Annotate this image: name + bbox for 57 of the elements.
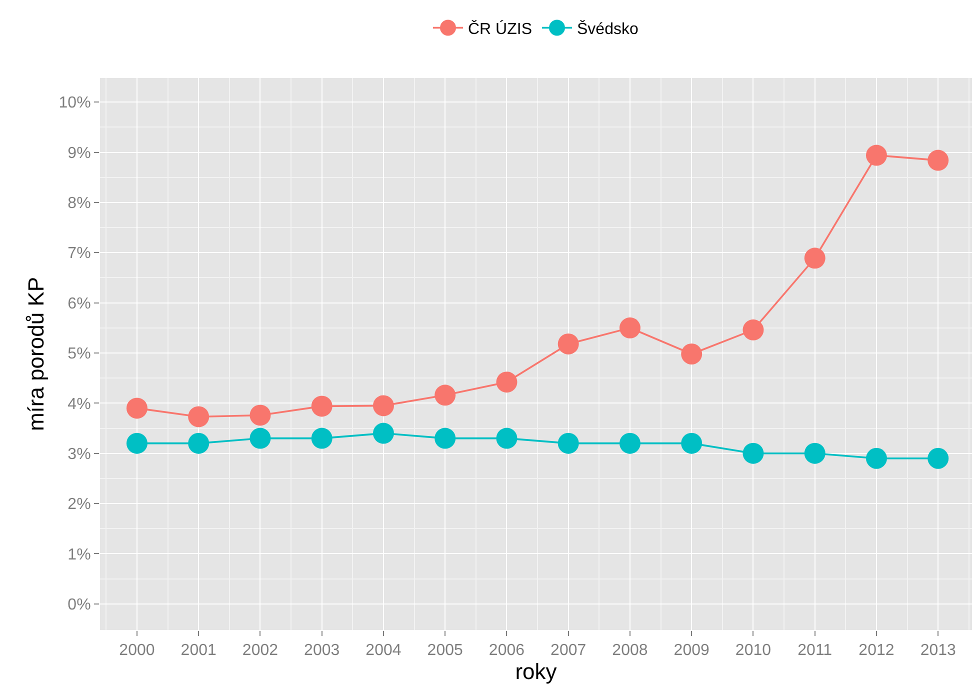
x-tick-label: 2011: [798, 642, 832, 660]
point: [188, 432, 210, 454]
x-tick-label: 2013: [920, 642, 956, 660]
point: [126, 432, 148, 454]
x-tick-label: 2006: [488, 642, 525, 660]
y-tick-label: 2%: [68, 496, 91, 514]
y-tick-label: 4%: [68, 396, 91, 413]
y-tick-label: 8%: [68, 195, 91, 212]
y-axis-title: míra porodů KP: [24, 276, 49, 432]
point: [866, 448, 887, 469]
point: [804, 442, 826, 464]
x-axis-title: roky: [515, 659, 557, 684]
x-tick-label: 2009: [674, 642, 710, 660]
y-tick-label: 9%: [68, 144, 91, 162]
point: [742, 442, 764, 464]
point: [250, 404, 271, 426]
point: [188, 406, 210, 428]
point: [928, 150, 949, 171]
point: [558, 432, 579, 454]
point: [681, 344, 702, 364]
point: [496, 372, 518, 393]
point: [619, 317, 640, 338]
point: [928, 448, 949, 469]
y-tick-label: 5%: [68, 346, 91, 363]
point: [311, 396, 332, 417]
point: [372, 422, 394, 444]
x-tick-label: 2012: [858, 642, 894, 660]
legend-label: ČR ÚZIS: [468, 20, 532, 38]
y-tick-label: 7%: [68, 245, 91, 262]
point: [496, 428, 518, 449]
x-tick-label: 2000: [119, 642, 155, 660]
point: [558, 333, 579, 354]
legend-label: Švédsko: [577, 20, 638, 38]
x-tick-label: 2001: [180, 642, 216, 660]
point: [311, 428, 332, 449]
y-tick-label: 0%: [68, 596, 91, 614]
x-tick-label: 2003: [304, 642, 340, 660]
x-tick-label: 2004: [366, 642, 402, 660]
point: [372, 395, 394, 416]
x-tick-label: 2002: [242, 642, 278, 660]
point: [804, 248, 826, 269]
point: [681, 432, 702, 454]
y-tick-label: 6%: [68, 295, 91, 312]
y-tick-label: 3%: [68, 446, 91, 463]
y-tick-label: 10%: [58, 94, 91, 112]
point: [434, 428, 456, 449]
x-tick-label: 2008: [612, 642, 648, 660]
point: [742, 319, 764, 340]
point: [250, 428, 271, 449]
point: [866, 144, 887, 166]
point: [434, 384, 456, 406]
x-tick-label: 2005: [427, 642, 463, 660]
point: [126, 398, 148, 419]
point: [619, 432, 640, 454]
x-tick-label: 2010: [735, 642, 772, 660]
y-tick-label: 1%: [68, 546, 91, 564]
x-tick-label: 2007: [550, 642, 586, 660]
